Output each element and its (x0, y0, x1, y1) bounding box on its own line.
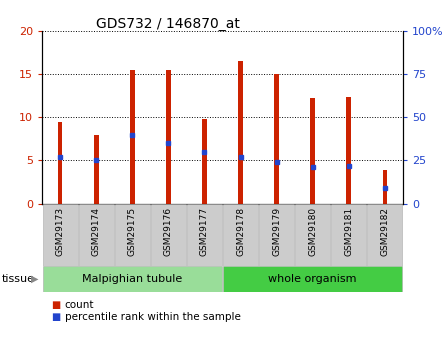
Text: tissue: tissue (2, 274, 35, 284)
Bar (383, 170, 387, 204)
Bar (347, 97, 351, 204)
Bar (79, 204, 113, 266)
Bar (58, 122, 62, 204)
Bar (295, 204, 330, 266)
Bar (187, 204, 222, 266)
Text: GSM29181: GSM29181 (344, 207, 353, 256)
Bar (43, 266, 222, 292)
Text: GSM29175: GSM29175 (128, 207, 137, 256)
Text: percentile rank within the sample: percentile rank within the sample (65, 313, 240, 322)
Bar (311, 98, 315, 204)
Text: GSM29178: GSM29178 (236, 207, 245, 256)
Text: GSM29176: GSM29176 (164, 207, 173, 256)
Bar (43, 204, 77, 266)
Bar (166, 70, 170, 204)
Text: GSM29177: GSM29177 (200, 207, 209, 256)
Text: GSM29179: GSM29179 (272, 207, 281, 256)
Bar (202, 119, 206, 204)
Bar (130, 70, 134, 204)
Text: GDS732 / 146870_at: GDS732 / 146870_at (97, 17, 240, 31)
Text: GSM29174: GSM29174 (92, 207, 101, 256)
Bar (223, 204, 258, 266)
Text: ▶: ▶ (31, 274, 39, 284)
Bar (94, 136, 98, 204)
Bar (223, 266, 402, 292)
Bar (275, 74, 279, 204)
Bar (332, 204, 366, 266)
Text: ■: ■ (51, 300, 61, 310)
Text: Malpighian tubule: Malpighian tubule (82, 274, 182, 284)
Bar (115, 204, 150, 266)
Text: whole organism: whole organism (268, 274, 357, 284)
Bar (239, 61, 243, 204)
Bar (259, 204, 294, 266)
Text: GSM29182: GSM29182 (380, 207, 389, 256)
Text: ■: ■ (51, 313, 61, 322)
Text: count: count (65, 300, 94, 310)
Bar (151, 204, 186, 266)
Text: GSM29180: GSM29180 (308, 207, 317, 256)
Bar (368, 204, 402, 266)
Text: GSM29173: GSM29173 (56, 207, 65, 256)
